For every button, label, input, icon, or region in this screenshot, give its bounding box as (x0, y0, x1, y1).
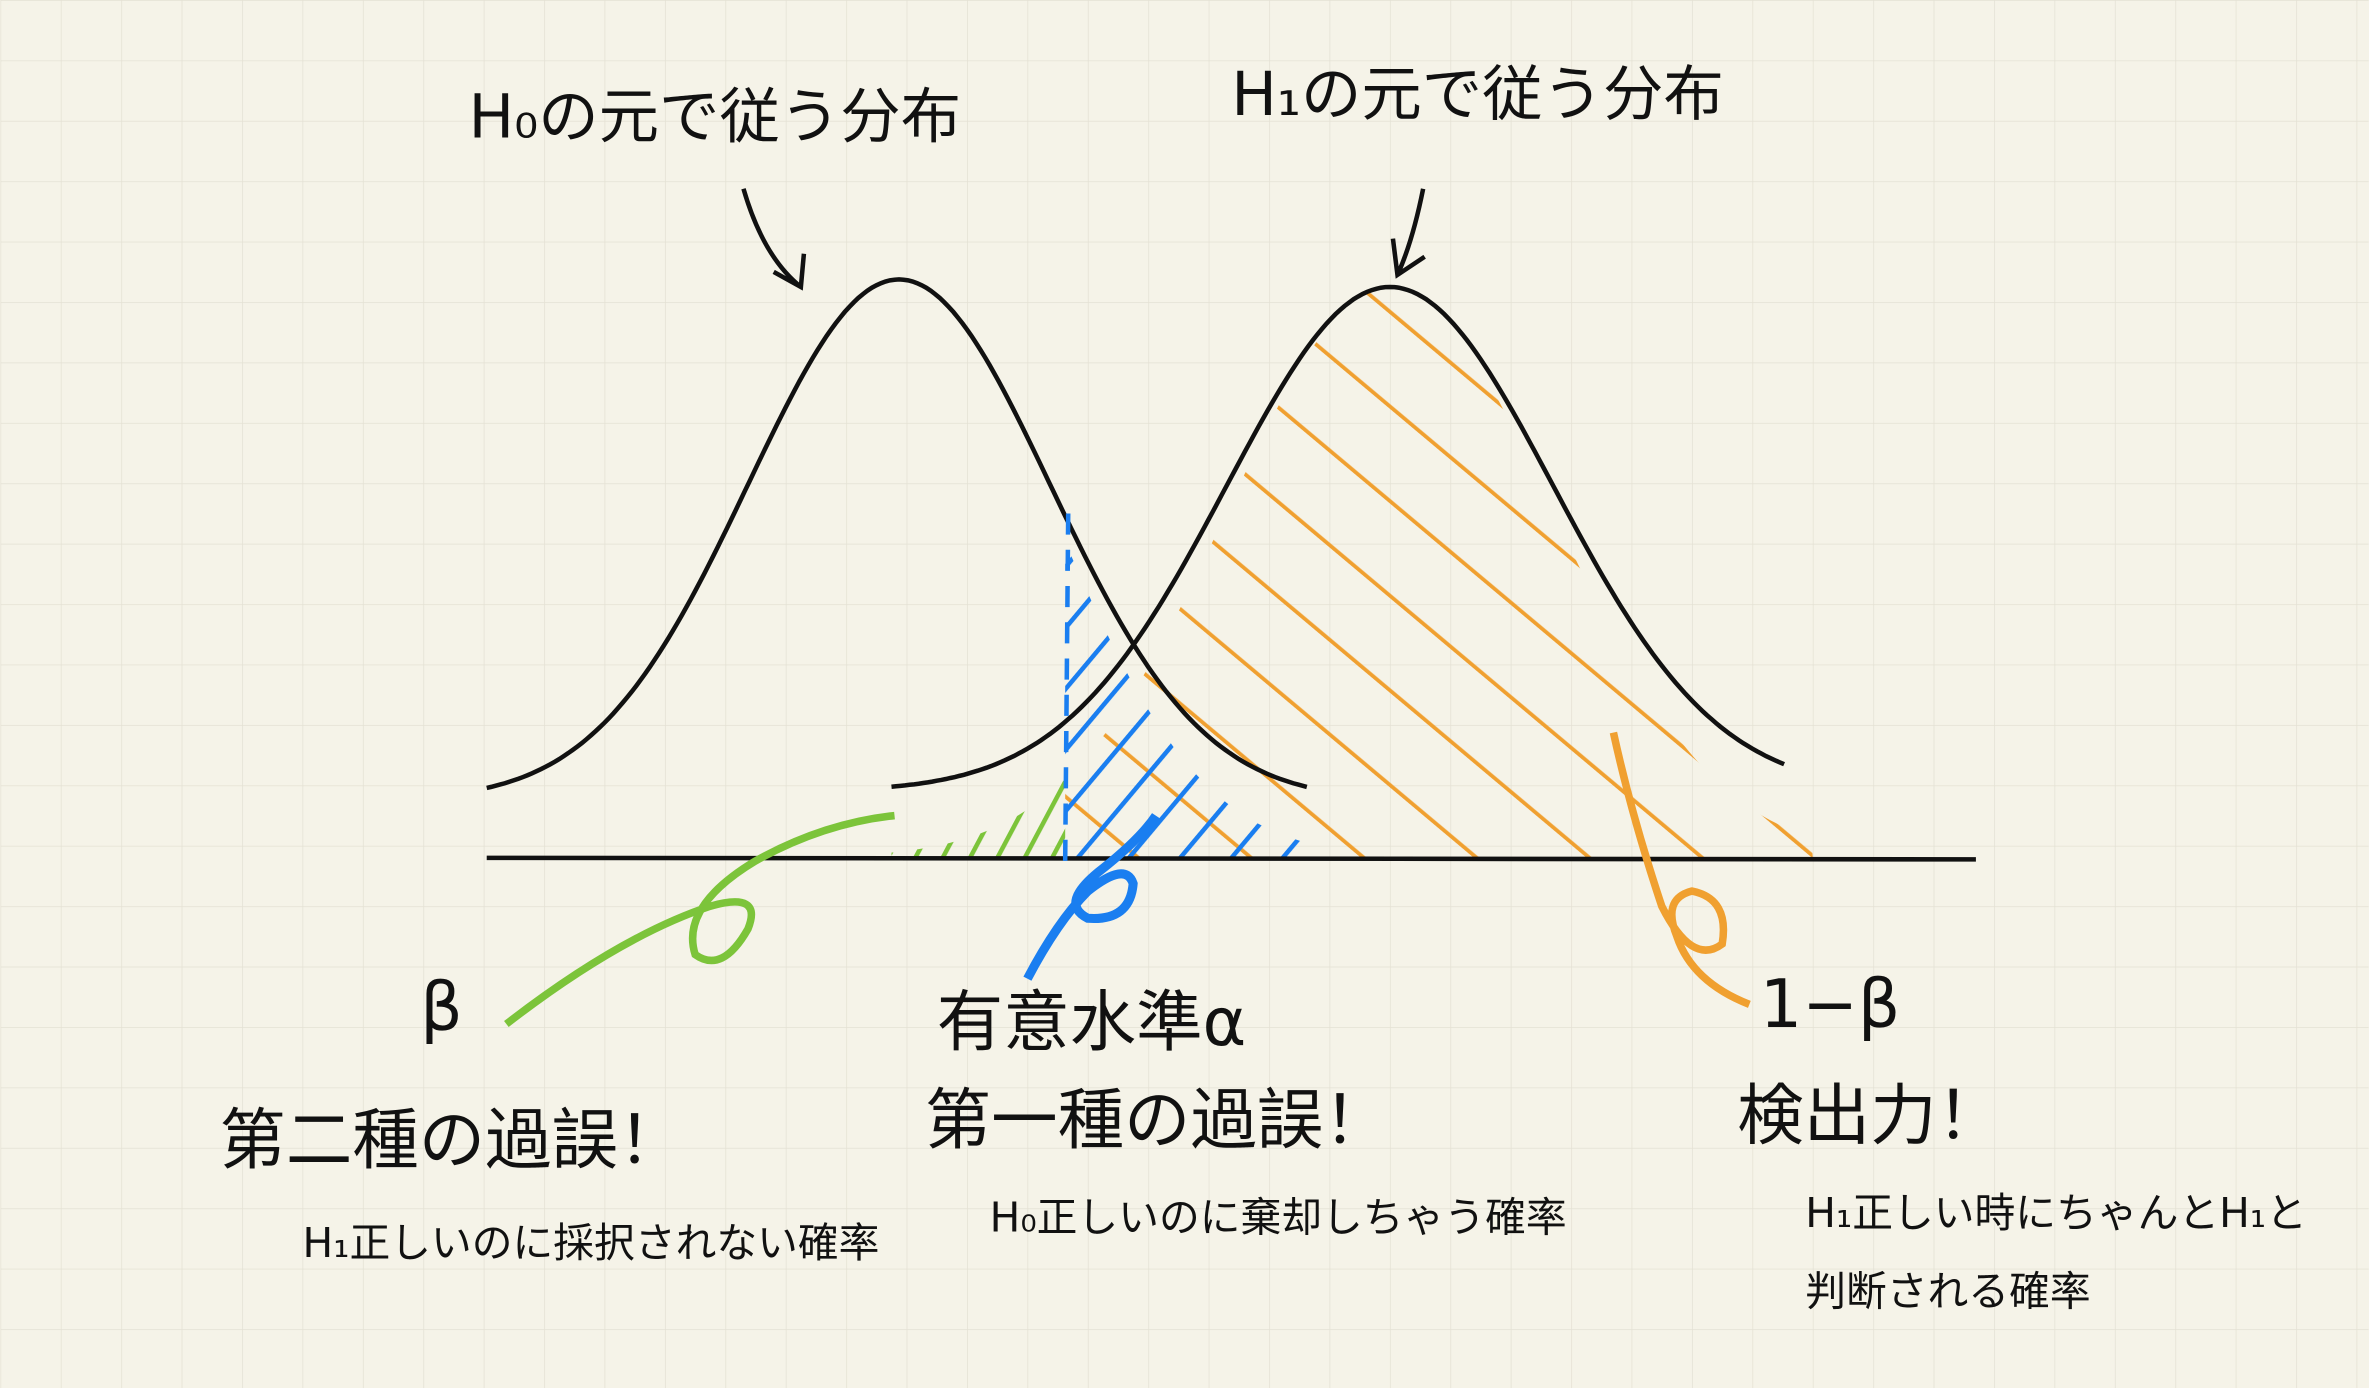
type2-title: 第二種の過誤！ (219, 1101, 684, 1179)
power-pointer (1609, 731, 1751, 1008)
h1-arrow (1390, 188, 1426, 279)
h1-curve (891, 284, 1786, 789)
type1-desc: H₀正しいのに棄却しちゃう確率 (990, 1193, 1567, 1241)
beta-hatch (891, 779, 1066, 858)
h1-title: H₁の元で従う分布 (1231, 60, 1723, 130)
power-hatch (1065, 286, 1813, 858)
beta-pointer (504, 811, 895, 1027)
type1-title: 第一種の過誤！ (925, 1081, 1390, 1159)
shapes (486, 188, 1976, 1027)
x-axis (486, 855, 1976, 862)
power-desc-line: H₁正しい時にちゃんとH₁と (1805, 1189, 2307, 1237)
h0-curve (486, 277, 1308, 791)
h0-title: H₀の元で従う分布 (469, 82, 961, 152)
type2-desc: H₁正しいのに採択されない確率 (302, 1219, 879, 1267)
power-desc-line: 判断される確率 (1805, 1267, 2090, 1315)
alpha-label: 有意水準α (937, 983, 1247, 1061)
h0-arrow (741, 188, 807, 291)
alpha-pointer (1023, 813, 1160, 981)
one-minus-beta-label: 1−β (1760, 965, 1900, 1043)
beta-label: β (420, 968, 462, 1046)
power-title: 検出力！ (1737, 1077, 2003, 1155)
alpha-hatch (1065, 542, 1309, 858)
